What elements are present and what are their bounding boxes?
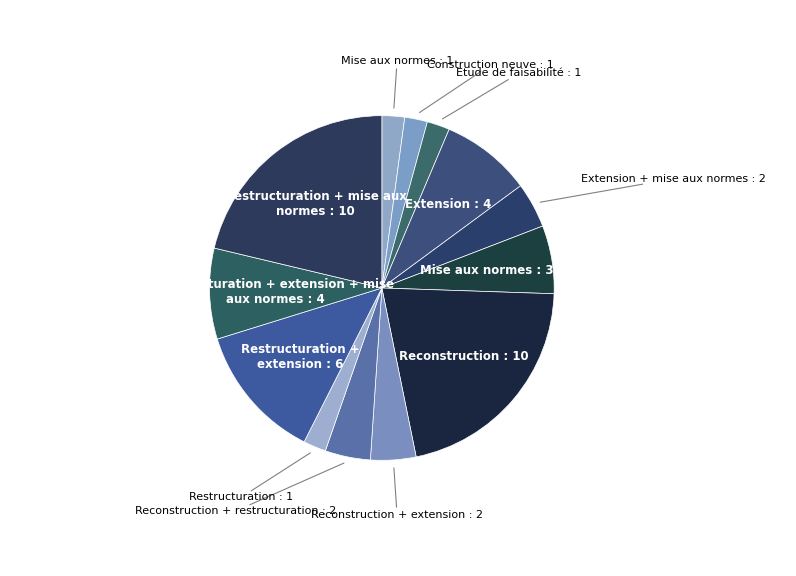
Wedge shape	[214, 116, 382, 288]
Text: Mise aux normes : 3: Mise aux normes : 3	[420, 264, 554, 276]
Wedge shape	[382, 186, 543, 288]
Text: Reconstruction + extension : 2: Reconstruction + extension : 2	[311, 468, 483, 520]
Text: Restructuration : 1: Restructuration : 1	[189, 453, 310, 502]
Text: Restructuration + mise aux
normes : 10: Restructuration + mise aux normes : 10	[224, 190, 407, 218]
Wedge shape	[382, 116, 405, 288]
Text: Construction neuve : 1: Construction neuve : 1	[419, 60, 554, 112]
Wedge shape	[209, 248, 382, 339]
Wedge shape	[370, 288, 416, 460]
Wedge shape	[382, 117, 427, 288]
Text: Reconstruction : 10: Reconstruction : 10	[399, 350, 529, 363]
Wedge shape	[382, 226, 554, 294]
Wedge shape	[326, 288, 382, 460]
Wedge shape	[304, 288, 382, 451]
Text: Extension + mise aux normes : 2: Extension + mise aux normes : 2	[540, 174, 767, 202]
Wedge shape	[217, 288, 382, 442]
Text: Restructuration + extension + mise
aux normes : 4: Restructuration + extension + mise aux n…	[157, 278, 393, 306]
Wedge shape	[382, 122, 449, 288]
Text: Restructuration +
extension : 6: Restructuration + extension : 6	[241, 343, 360, 371]
Text: Extension : 4: Extension : 4	[405, 198, 491, 211]
Text: Reconstruction + restructuration : 2: Reconstruction + restructuration : 2	[135, 463, 344, 516]
Wedge shape	[382, 288, 554, 457]
Wedge shape	[382, 130, 521, 288]
Text: Etude de faisabilité : 1: Etude de faisabilité : 1	[443, 68, 582, 119]
Text: Mise aux normes : 1: Mise aux normes : 1	[341, 56, 453, 108]
